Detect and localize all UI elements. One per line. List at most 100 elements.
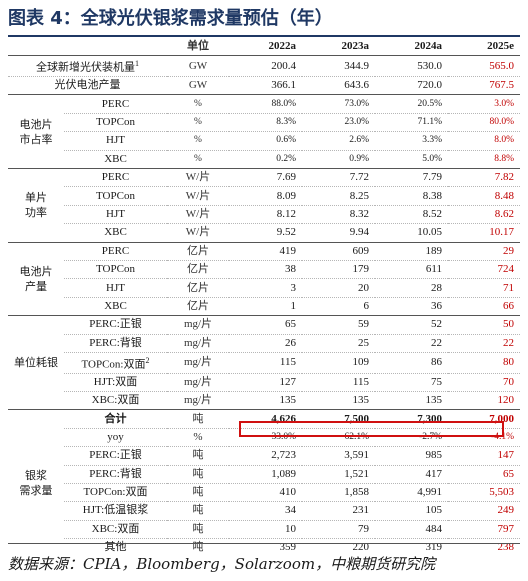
row-unit: %	[167, 112, 229, 132]
row-unit: 吨	[167, 501, 229, 521]
value-cell: 189	[375, 241, 448, 261]
value-cell: 0.9%	[302, 149, 375, 169]
row-label: PERC:背银	[64, 464, 167, 484]
value-cell: 484	[375, 519, 448, 539]
value-cell: 38	[229, 259, 302, 279]
row-label: 其他	[64, 538, 167, 557]
value-cell: 65	[448, 464, 520, 484]
table-row: XBC:双面 吨 10 79 484 797	[8, 519, 520, 539]
row-label: PERC:背银	[64, 333, 167, 353]
table-row: TOPCon:双面 吨 410 1,858 4,991 5,503	[8, 482, 520, 502]
value-cell: 80.0%	[448, 112, 520, 132]
value-cell: 417	[375, 464, 448, 484]
row-unit: %	[167, 149, 229, 169]
table-row: 光伏电池产量 GW 366.1 643.6 720.0 767.5	[8, 76, 520, 95]
row-label: HJT:低温银浆	[64, 501, 167, 521]
value-cell: 767.5	[448, 76, 520, 95]
row-label: TOPCon:双面2	[64, 351, 167, 374]
value-cell: 23.0%	[302, 112, 375, 132]
table-row: TOPCon W/片 8.09 8.25 8.38 8.48	[8, 186, 520, 206]
row-label-text: HJT	[106, 134, 125, 147]
value-cell: 75	[375, 372, 448, 392]
value-cell: 419	[229, 241, 302, 261]
value-cell: 200.4	[229, 55, 302, 77]
value-cell: 9.52	[229, 223, 302, 243]
row-unit: GW	[167, 76, 229, 95]
row-label-text: yoy	[107, 430, 124, 443]
value-cell: 7.72	[302, 167, 375, 187]
value-cell: 8.09	[229, 186, 302, 206]
yoy-value: 62.1%	[302, 427, 375, 447]
row-label-text: TOPCon	[96, 189, 135, 202]
value-cell: 8.12	[229, 204, 302, 224]
value-cell: 3	[229, 278, 302, 298]
value-cell: 5,503	[448, 482, 520, 502]
group-label-line: 银浆	[25, 469, 47, 483]
row-label: XBC:双面	[64, 519, 167, 539]
row-label-text: XBC:双面	[91, 394, 140, 407]
value-cell: 7.82	[448, 167, 520, 187]
value-cell: 65	[229, 315, 302, 335]
row-label-text: 全球新增光伏装机量	[36, 62, 135, 75]
row-unit: W/片	[167, 186, 229, 206]
value-cell: 135	[229, 390, 302, 410]
value-cell: 3.3%	[375, 131, 448, 151]
value-cell: 797	[448, 519, 520, 539]
value-cell: 220	[302, 538, 375, 557]
row-label: PERC:正银	[64, 315, 167, 335]
row-label: TOPCon:双面	[64, 482, 167, 502]
row-unit: mg/片	[167, 315, 229, 335]
table-row: 银浆 需求量 合计吨 4,626 7,500 7,300 7,000	[8, 409, 520, 557]
value-cell: 29	[448, 241, 520, 261]
row-label-text: PERC	[101, 171, 130, 184]
value-cell: 22	[375, 333, 448, 353]
row-label-text: 合计	[104, 412, 127, 425]
group-label-line: 市占率	[19, 132, 53, 146]
table-row: 全球新增光伏装机量1 GW 200.4 344.9 530.0 565.0	[8, 55, 520, 77]
table-row: yoy% 33.0% 62.1% -2.7% -4.1%	[8, 427, 520, 447]
table-row: XBC W/片 9.52 9.94 10.05 10.17	[8, 223, 520, 243]
row-label: PERC:正银	[64, 446, 167, 466]
value-cell: 71.1%	[375, 112, 448, 132]
value-cell: 9.94	[302, 223, 375, 243]
yoy-value: -2.7%	[375, 427, 448, 447]
table-row: TOPCon 亿片 38 179 611 724	[8, 259, 520, 279]
row-label-text: TOPCon:双面	[83, 486, 148, 499]
row-label-text: PERC	[101, 244, 130, 257]
row-label: HJT	[64, 131, 167, 151]
row-unit: 亿片	[167, 278, 229, 298]
value-cell: 1,089	[229, 464, 302, 484]
row-unit: 亿片	[167, 259, 229, 279]
group-label-line: 功率	[25, 206, 47, 220]
table-row: XBC 亿片 1 6 36 66	[8, 296, 520, 316]
value-cell: 0.6%	[229, 131, 302, 151]
table-row: PERC:正银 吨 2,723 3,591 985 147	[8, 446, 520, 466]
value-cell: 80	[448, 351, 520, 374]
group-label-line: 需求量	[19, 484, 53, 498]
value-cell: 724	[448, 259, 520, 279]
row-label-text: PERC:正银	[89, 449, 142, 462]
group-label-line: 电池片	[19, 264, 53, 278]
row-unit: 吨	[167, 538, 229, 557]
table-row: HJT 亿片 3 20 28 71	[8, 278, 520, 298]
value-cell: 79	[302, 519, 375, 539]
row-unit: mg/片	[167, 333, 229, 353]
group-label: 单位耗银	[8, 315, 64, 410]
value-cell: 8.38	[375, 186, 448, 206]
value-cell: 115	[229, 351, 302, 374]
title-rule	[8, 35, 520, 37]
value-cell: 8.48	[448, 186, 520, 206]
value-cell: 120	[448, 390, 520, 410]
row-unit: GW	[167, 55, 229, 77]
value-cell: 611	[375, 259, 448, 279]
row-unit: %	[167, 94, 229, 114]
group-label-line: 产量	[25, 279, 47, 293]
group-label: 电池片 市占率	[8, 94, 64, 169]
row-unit: mg/片	[167, 372, 229, 392]
value-cell: 410	[229, 482, 302, 502]
row-label-text: XBC	[104, 226, 127, 239]
value-cell: 8.62	[448, 204, 520, 224]
value-cell: 147	[448, 446, 520, 466]
value-cell: 1,858	[302, 482, 375, 502]
row-unit: 吨	[167, 519, 229, 539]
